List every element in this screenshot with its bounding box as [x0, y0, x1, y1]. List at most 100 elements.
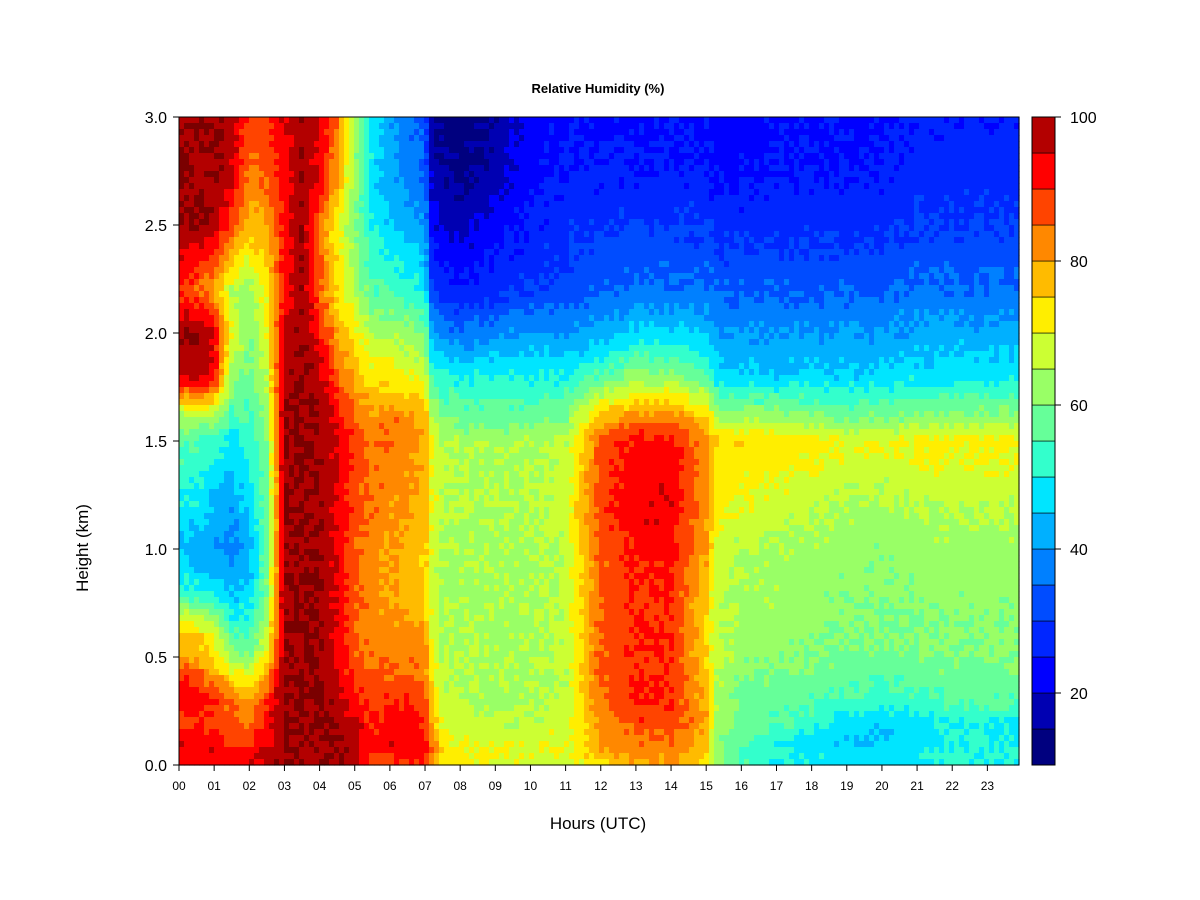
heatmap-cell	[374, 309, 380, 316]
heatmap-cell	[294, 747, 300, 754]
heatmap-cell	[254, 657, 260, 664]
heatmap-cell	[224, 345, 230, 352]
heatmap-cell	[214, 237, 220, 244]
heatmap-cell	[239, 315, 245, 322]
heatmap-cell	[394, 525, 400, 532]
heatmap-cell	[379, 291, 385, 298]
heatmap-cell	[189, 171, 195, 178]
heatmap-cell	[224, 165, 230, 172]
heatmap-cell	[409, 201, 415, 208]
heatmap-cell	[294, 219, 300, 226]
heatmap-cell	[384, 453, 390, 460]
heatmap-cell	[264, 471, 270, 478]
heatmap-cell	[294, 645, 300, 652]
heatmap-cell	[364, 627, 370, 634]
heatmap-cell	[214, 387, 220, 394]
heatmap-cell	[399, 381, 405, 388]
heatmap-cell	[394, 207, 400, 214]
heatmap-cell	[334, 201, 340, 208]
heatmap-cell	[254, 429, 260, 436]
heatmap-cell	[179, 423, 185, 430]
heatmap-cell	[274, 357, 280, 364]
heatmap-cell	[344, 249, 350, 256]
heatmap-cell	[294, 279, 300, 286]
heatmap-cell	[299, 723, 305, 730]
heatmap-cell	[179, 579, 185, 586]
heatmap-cell	[324, 279, 330, 286]
heatmap-cell	[299, 201, 305, 208]
heatmap-cell	[394, 609, 400, 616]
heatmap-cell	[234, 177, 240, 184]
heatmap-cell	[224, 381, 230, 388]
heatmap-cell	[209, 429, 215, 436]
heatmap-cell	[364, 615, 370, 622]
heatmap-cell	[349, 525, 355, 532]
heatmap-cell	[384, 339, 390, 346]
heatmap-cell	[274, 507, 280, 514]
heatmap-cell	[269, 759, 275, 766]
heatmap-cell	[379, 327, 385, 334]
heatmap-cell	[294, 519, 300, 526]
heatmap-cell	[229, 561, 235, 568]
heatmap-cell	[334, 297, 340, 304]
heatmap-cell	[304, 639, 310, 646]
heatmap-cell	[204, 429, 210, 436]
heatmap-cell	[329, 135, 335, 142]
heatmap-cell	[244, 441, 250, 448]
heatmap-cell	[194, 405, 200, 412]
heatmap-cell	[359, 687, 365, 694]
heatmap-cell	[354, 387, 360, 394]
heatmap-cell	[194, 669, 200, 676]
heatmap-cell	[184, 255, 190, 262]
heatmap-cell	[394, 129, 400, 136]
heatmap-cell	[384, 645, 390, 652]
heatmap-cell	[324, 735, 330, 742]
heatmap-cell	[374, 441, 380, 448]
heatmap-cell	[219, 171, 225, 178]
heatmap-cell	[194, 387, 200, 394]
heatmap-cell	[199, 513, 205, 520]
heatmap-cell	[239, 453, 245, 460]
heatmap-cell	[399, 411, 405, 418]
heatmap-cell	[289, 345, 295, 352]
heatmap-cell	[214, 687, 220, 694]
heatmap-cell	[399, 711, 405, 718]
heatmap-cell	[354, 459, 360, 466]
heatmap-cell	[399, 243, 405, 250]
heatmap-cell	[204, 357, 210, 364]
heatmap-cell	[369, 177, 375, 184]
heatmap-cell	[359, 225, 365, 232]
heatmap-cell	[404, 291, 410, 298]
heatmap-cell	[359, 255, 365, 262]
heatmap-cell	[404, 195, 410, 202]
heatmap-cell	[329, 549, 335, 556]
heatmap-cell	[269, 303, 275, 310]
heatmap-cell	[224, 153, 230, 160]
heatmap-cell	[189, 687, 195, 694]
heatmap-cell	[374, 225, 380, 232]
heatmap-cell	[299, 525, 305, 532]
heatmap-cell	[384, 693, 390, 700]
heatmap-cell	[259, 207, 265, 214]
heatmap-cell	[379, 675, 385, 682]
heatmap-cell	[369, 363, 375, 370]
heatmap-cell	[279, 117, 285, 124]
heatmap-cell	[204, 255, 210, 262]
heatmap-cell	[339, 675, 345, 682]
heatmap-cell	[204, 147, 210, 154]
heatmap-cell	[264, 177, 270, 184]
heatmap-cell	[264, 507, 270, 514]
heatmap-cell	[374, 273, 380, 280]
heatmap-cell	[374, 165, 380, 172]
heatmap-cell	[259, 723, 265, 730]
heatmap-cell	[404, 201, 410, 208]
heatmap-cell	[354, 675, 360, 682]
heatmap-cell	[369, 447, 375, 454]
heatmap-cell	[309, 393, 315, 400]
heatmap-cell	[189, 147, 195, 154]
heatmap-cell	[369, 195, 375, 202]
heatmap-cell	[229, 615, 235, 622]
heatmap-cell	[399, 441, 405, 448]
heatmap-cell	[199, 183, 205, 190]
heatmap-cell	[249, 579, 255, 586]
